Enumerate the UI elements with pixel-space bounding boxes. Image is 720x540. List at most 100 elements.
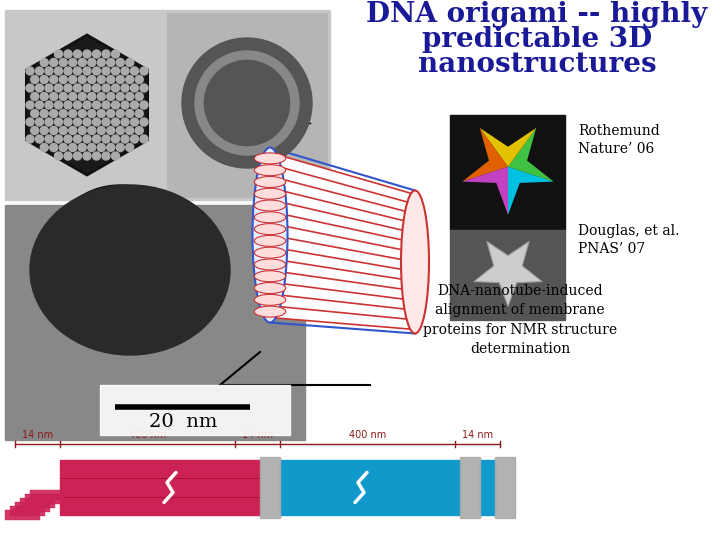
Circle shape [88,58,96,66]
Circle shape [130,67,138,75]
Circle shape [50,110,58,118]
Polygon shape [462,167,508,215]
Circle shape [227,83,267,123]
Circle shape [121,101,129,109]
Polygon shape [270,152,415,329]
Circle shape [121,67,129,75]
Circle shape [35,135,43,143]
Circle shape [121,84,129,92]
Circle shape [83,118,91,126]
Circle shape [116,76,125,84]
Circle shape [102,101,110,109]
Circle shape [92,101,101,109]
Circle shape [50,76,58,84]
Circle shape [92,152,101,160]
Circle shape [50,144,58,152]
Circle shape [92,67,101,75]
Ellipse shape [253,147,287,322]
Bar [5,10,330,200]
Circle shape [78,76,86,84]
Circle shape [40,76,48,84]
Bar [450,230,565,320]
Ellipse shape [254,306,286,317]
Circle shape [126,58,134,66]
Text: 14 nm: 14 nm [22,430,53,440]
Circle shape [78,126,86,134]
Circle shape [83,84,91,92]
Circle shape [116,144,125,152]
Circle shape [31,126,39,134]
Circle shape [135,92,143,100]
Circle shape [68,76,77,84]
Circle shape [126,76,134,84]
Text: 400 nm: 400 nm [349,430,386,440]
Ellipse shape [105,222,185,307]
Circle shape [40,110,48,118]
Circle shape [102,50,110,58]
Circle shape [126,126,134,134]
Bar [15,502,50,512]
Circle shape [64,135,72,143]
Circle shape [35,67,43,75]
Bar [280,460,460,515]
Circle shape [64,50,72,58]
Circle shape [45,135,53,143]
Bar [5,205,305,440]
Circle shape [83,135,91,143]
Bar [5,510,40,520]
Text: 20  nm: 20 nm [149,413,217,431]
Circle shape [73,67,81,75]
Circle shape [135,76,143,84]
Circle shape [102,135,110,143]
Circle shape [55,135,63,143]
Circle shape [97,92,105,100]
Text: Douglas, et al.
PNAS’ 07: Douglas, et al. PNAS’ 07 [578,224,680,256]
Polygon shape [462,128,508,181]
Circle shape [205,61,289,145]
Circle shape [64,152,72,160]
Circle shape [73,135,81,143]
Circle shape [92,84,101,92]
Circle shape [31,76,39,84]
Circle shape [92,50,101,58]
Circle shape [88,144,96,152]
Circle shape [78,92,86,100]
Text: Rothemund
Nature’ 06: Rothemund Nature’ 06 [578,124,660,156]
Circle shape [50,58,58,66]
Circle shape [68,144,77,152]
Circle shape [112,101,120,109]
Circle shape [112,118,120,126]
Circle shape [126,92,134,100]
Circle shape [107,58,114,66]
Text: 14 nm: 14 nm [462,430,493,440]
Circle shape [55,84,63,92]
Circle shape [45,101,53,109]
Circle shape [59,126,67,134]
Bar [167,13,327,197]
Circle shape [140,67,148,75]
Circle shape [83,50,91,58]
Circle shape [26,101,34,109]
Text: 14 nm: 14 nm [242,430,273,440]
Circle shape [88,76,96,84]
Circle shape [35,84,43,92]
Bar [20,498,55,508]
Circle shape [135,126,143,134]
Circle shape [116,126,125,134]
Circle shape [135,110,143,118]
Circle shape [68,126,77,134]
Circle shape [97,126,105,134]
Circle shape [182,38,312,168]
Bar [460,457,480,518]
Circle shape [31,110,39,118]
Circle shape [121,135,129,143]
Circle shape [26,84,34,92]
Bar [8,13,166,197]
Circle shape [26,135,34,143]
Circle shape [92,135,101,143]
Bar [450,115,565,230]
Circle shape [40,126,48,134]
Ellipse shape [401,191,429,334]
Ellipse shape [30,185,230,355]
Circle shape [126,110,134,118]
